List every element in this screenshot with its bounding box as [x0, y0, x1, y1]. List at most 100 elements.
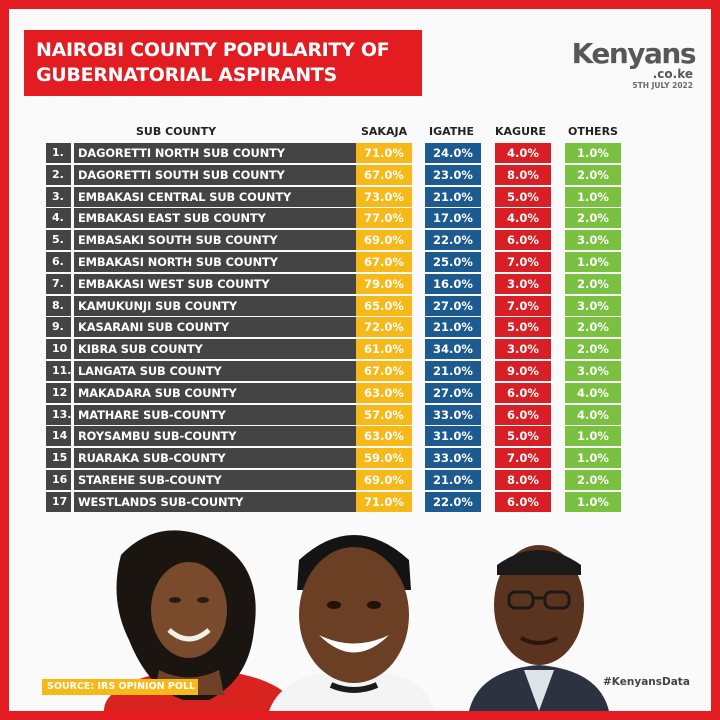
title-line-2: GUBERNATORIAL ASPIRANTS	[36, 64, 337, 86]
igathe-value: 17.0%	[425, 208, 481, 229]
candidate-photos	[104, 530, 609, 711]
kagure-value: 8.0%	[495, 164, 551, 185]
sub-county-name: MAKADARA SUB COUNTY	[74, 382, 366, 403]
sub-county-name: LANGATA SUB COUNTY	[74, 361, 366, 381]
row-number: 6.	[46, 252, 71, 272]
igathe-value: 16.0%	[425, 273, 481, 294]
sakaja-value: 67.0%	[356, 361, 412, 381]
header-sakaja: SAKAJA	[361, 125, 408, 138]
igathe-value: 22.0%	[425, 491, 481, 512]
sakaja-value: 67.0%	[356, 164, 412, 185]
row-number: 11.	[46, 361, 72, 381]
igathe-value: 27.0%	[425, 382, 481, 403]
others-value: 2.0%	[565, 470, 621, 490]
sub-county-name: ROYSAMBU SUB-COUNTY	[74, 426, 366, 447]
kagure-value: 6.0%	[495, 491, 551, 512]
igathe-value: 21.0%	[425, 470, 481, 490]
kagure-value: 5.0%	[495, 426, 551, 447]
row-number: 13.	[46, 404, 72, 425]
kenyans-logo: Kenyans .co.ke 5TH JULY 2022	[565, 37, 697, 91]
sakaja-value: 65.0%	[356, 295, 412, 316]
row-number: 2.	[46, 164, 71, 185]
others-value: 4.0%	[565, 382, 621, 403]
sub-county-name: KIBRA SUB COUNTY	[74, 339, 366, 360]
header-kagure: KAGURE	[495, 125, 546, 138]
sub-county-name: EMBASAKI SOUTH SUB COUNTY	[74, 230, 366, 251]
others-value: 1.0%	[565, 491, 621, 512]
title-banner: NAIROBI COUNTY POPULARITY OF GUBERNATORI…	[24, 30, 422, 96]
sakaja-value: 63.0%	[356, 426, 412, 447]
sakaja-value: 71.0%	[356, 491, 412, 512]
others-value: 2.0%	[565, 317, 621, 338]
row-number: 10	[46, 339, 71, 360]
row-number: 14	[46, 426, 71, 447]
sakaja-value: 73.0%	[356, 186, 412, 207]
others-value: 4.0%	[565, 404, 621, 425]
sakaja-value: 59.0%	[356, 448, 412, 469]
sakaja-value: 69.0%	[356, 470, 412, 490]
kagure-value: 9.0%	[495, 361, 551, 381]
candidate-photo-1	[104, 530, 294, 711]
sakaja-value: 63.0%	[356, 382, 412, 403]
kagure-value: 7.0%	[495, 448, 551, 469]
others-value: 2.0%	[565, 208, 621, 229]
igathe-value: 22.0%	[425, 230, 481, 251]
others-value: 2.0%	[565, 339, 621, 360]
others-value: 1.0%	[565, 448, 621, 469]
kagure-value: 5.0%	[495, 317, 551, 338]
row-number: 5.	[46, 230, 71, 251]
igathe-value: 21.0%	[425, 186, 481, 207]
others-value: 1.0%	[565, 186, 621, 207]
igathe-value: 31.0%	[425, 426, 481, 447]
sub-county-name: MATHARE SUB-COUNTY	[74, 404, 366, 425]
row-number: 17	[46, 491, 71, 512]
hashtag-label: #KenyansData	[603, 676, 690, 688]
sakaja-value: 69.0%	[356, 230, 412, 251]
sub-county-name: DAGORETTI SOUTH SUB COUNTY	[74, 164, 366, 185]
row-number: 7.	[46, 273, 71, 294]
others-value: 1.0%	[565, 426, 621, 447]
logo-brand: Kenyans	[571, 37, 697, 70]
others-value: 1.0%	[565, 252, 621, 272]
sub-county-name: STAREHE SUB-COUNTY	[74, 470, 366, 490]
kagure-value: 7.0%	[495, 295, 551, 316]
header-others: OTHERS	[568, 125, 618, 138]
others-value: 1.0%	[565, 143, 621, 163]
logo-domain: .co.ke	[652, 67, 693, 81]
sakaja-value: 67.0%	[356, 252, 412, 272]
kagure-value: 6.0%	[495, 382, 551, 403]
publish-date: 5TH JULY 2022	[632, 81, 693, 90]
row-number: 3.	[46, 186, 71, 207]
kagure-value: 7.0%	[495, 252, 551, 272]
igathe-value: 21.0%	[425, 361, 481, 381]
row-number: 15	[46, 448, 71, 469]
igathe-value: 34.0%	[425, 339, 481, 360]
source-label: SOURCE: IRS OPINION POLL	[42, 679, 198, 695]
sub-county-name: EMBAKASI EAST SUB COUNTY	[74, 208, 366, 229]
row-number: 1.	[46, 143, 71, 163]
sakaja-value: 61.0%	[356, 339, 412, 360]
sub-county-name: EMBAKASI NORTH SUB COUNTY	[74, 252, 366, 272]
sub-county-name: KAMUKUNJI SUB COUNTY	[74, 295, 366, 316]
igathe-value: 23.0%	[425, 164, 481, 185]
row-number: 16	[46, 470, 71, 490]
sakaja-value: 79.0%	[356, 273, 412, 294]
header-igathe: IGATHE	[429, 125, 475, 138]
sub-county-name: RUARAKA SUB-COUNTY	[74, 448, 366, 469]
sub-county-name: EMBAKASI CENTRAL SUB COUNTY	[74, 186, 366, 207]
igathe-value: 24.0%	[425, 143, 481, 163]
row-number: 8.	[46, 295, 71, 316]
igathe-value: 33.0%	[425, 448, 481, 469]
others-value: 2.0%	[565, 164, 621, 185]
candidate-photo-2	[269, 535, 434, 711]
kagure-value: 3.0%	[495, 273, 551, 294]
igathe-value: 25.0%	[425, 252, 481, 272]
others-value: 3.0%	[565, 361, 621, 381]
sakaja-value: 72.0%	[356, 317, 412, 338]
header-sub-county: SUB COUNTY	[136, 125, 217, 138]
sub-county-name: KASARANI SUB COUNTY	[74, 317, 366, 338]
kagure-value: 3.0%	[495, 339, 551, 360]
sakaja-value: 77.0%	[356, 208, 412, 229]
kagure-value: 6.0%	[495, 230, 551, 251]
row-number: 4.	[46, 208, 71, 229]
